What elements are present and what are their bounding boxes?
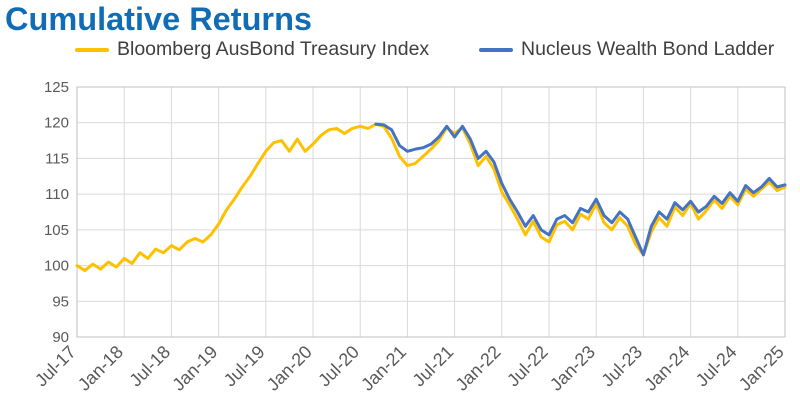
svg-text:100: 100 bbox=[44, 258, 69, 275]
svg-text:120: 120 bbox=[44, 115, 69, 132]
svg-text:Jul-21: Jul-21 bbox=[409, 342, 458, 391]
svg-text:Jan-19: Jan-19 bbox=[168, 342, 221, 395]
svg-text:125: 125 bbox=[44, 79, 69, 96]
svg-text:95: 95 bbox=[52, 293, 69, 310]
svg-text:110: 110 bbox=[45, 186, 69, 203]
svg-text:Jan-23: Jan-23 bbox=[546, 342, 599, 395]
svg-text:Jan-18: Jan-18 bbox=[74, 342, 127, 395]
svg-text:Jul-22: Jul-22 bbox=[503, 342, 552, 391]
svg-text:Jan-25: Jan-25 bbox=[735, 342, 788, 395]
svg-text:Jul-17: Jul-17 bbox=[31, 342, 80, 391]
svg-text:Jul-23: Jul-23 bbox=[597, 342, 646, 391]
svg-text:Jul-20: Jul-20 bbox=[314, 342, 363, 391]
svg-text:Jan-24: Jan-24 bbox=[640, 342, 693, 395]
svg-text:115: 115 bbox=[45, 150, 69, 167]
svg-text:Jul-24: Jul-24 bbox=[692, 342, 741, 391]
svg-text:Jan-21: Jan-21 bbox=[357, 342, 410, 395]
svg-text:105: 105 bbox=[44, 222, 69, 239]
svg-text:Jan-22: Jan-22 bbox=[452, 342, 505, 395]
svg-text:Jul-19: Jul-19 bbox=[220, 342, 269, 391]
svg-text:Jan-20: Jan-20 bbox=[263, 342, 316, 395]
svg-text:Jul-18: Jul-18 bbox=[125, 342, 174, 391]
